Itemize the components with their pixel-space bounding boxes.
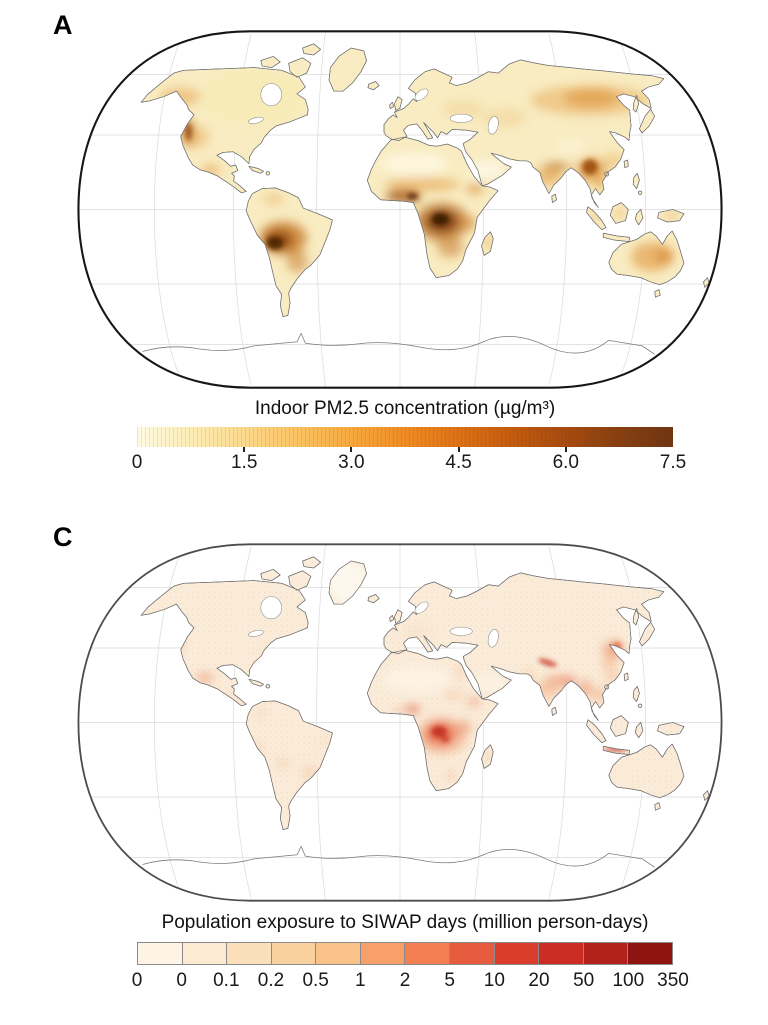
colorbar-segment [138, 943, 183, 964]
colorbar-a-tickmark [243, 447, 246, 452]
tick-label: 3.0 [338, 452, 365, 473]
colorbar-c-title: Population exposure to SIWAP days (milli… [161, 912, 649, 933]
tick-label: 0 [131, 452, 143, 473]
tick-label: 6.0 [552, 452, 580, 473]
tick-label: 50 [573, 970, 595, 991]
colorbar-a-title: Indoor PM2.5 concentration (µg/m³) [254, 398, 556, 419]
tick-label: 5 [444, 970, 455, 991]
colorbar-segment [405, 943, 451, 964]
tick-label: 1.5 [230, 452, 258, 473]
tick-label: 10 [483, 970, 505, 991]
colorbar-c-bar [137, 942, 673, 965]
colorbar-segment [450, 943, 495, 964]
tick-label: 0.1 [213, 970, 240, 991]
colorbar-a-bar [137, 427, 673, 452]
world-map-siwap-exposure [77, 543, 723, 902]
tick-label: 1 [355, 970, 366, 991]
world-map-indoor-pm25 [77, 30, 723, 389]
panel-a-label: A [53, 10, 73, 40]
colorbar-c-ticks: 0 0 0.1 0.2 0.5 1 2 5 10 20 50 100 350 [132, 970, 689, 992]
colorbar-segment [271, 943, 317, 964]
colorbar-segment [316, 943, 361, 964]
colorbar-a-tickmark [457, 447, 460, 452]
colorbar-segment [539, 943, 584, 964]
colorbar-segment [583, 943, 629, 964]
colorbar-a-tickmark [564, 447, 567, 452]
colorbar-segment [360, 943, 406, 964]
colorbar-segment [227, 943, 272, 964]
tick-label: 0 [131, 970, 143, 991]
tick-label: 2 [399, 970, 411, 991]
tick-label: 100 [612, 970, 645, 991]
panel-c-label: C [53, 522, 73, 552]
colorbar-a-ticks: 0 1.5 3.0 4.5 6.0 7.5 [132, 452, 687, 474]
tick-label: 0.2 [257, 970, 285, 991]
colorbar-segment [182, 943, 228, 964]
tick-label: 0.5 [302, 970, 329, 991]
colorbar-a-stripes [137, 427, 673, 447]
colorbar-a-tickmark [350, 447, 353, 452]
tick-label: 4.5 [445, 452, 472, 473]
colorbar-segment [494, 943, 540, 964]
tick-label: 350 [657, 970, 689, 991]
colorbar-segment [628, 943, 672, 964]
tick-label: 0 [176, 970, 187, 991]
tick-label: 7.5 [659, 452, 687, 473]
tick-label: 20 [528, 970, 550, 991]
